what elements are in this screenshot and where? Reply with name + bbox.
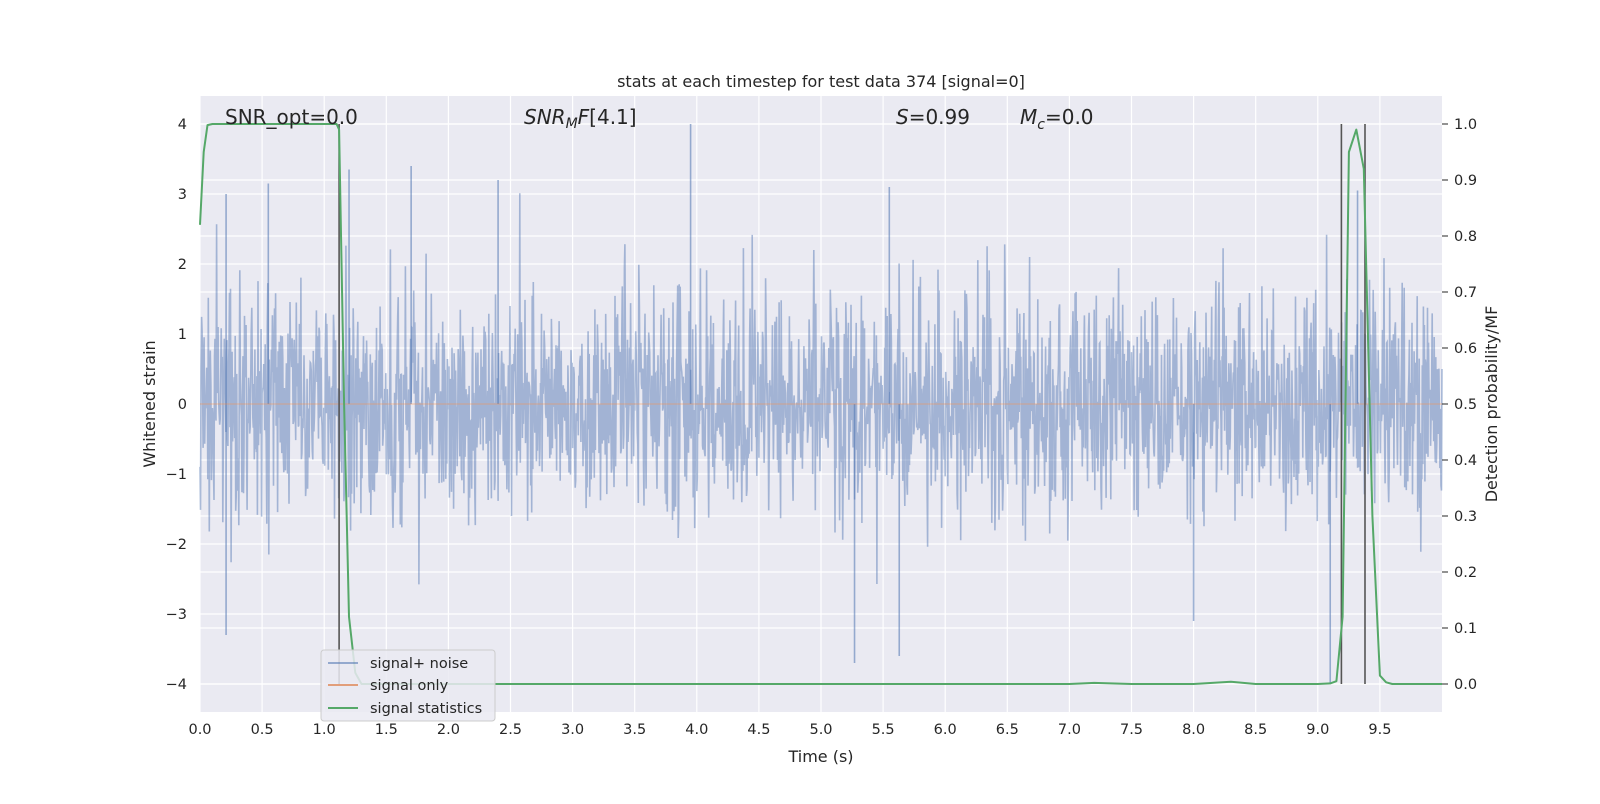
y2-tick-label: 0.5 — [1454, 397, 1477, 413]
annotation-snr-mf: SNRMF[4.1] — [524, 105, 637, 132]
x-tick-label: 6.5 — [996, 722, 1019, 738]
x-tick-label: 5.5 — [872, 722, 895, 738]
annotation-snr-mf-value: [4.1] — [589, 105, 636, 129]
y2-tick-label: 0.7 — [1454, 285, 1477, 301]
y-tick-label: 4 — [178, 117, 187, 133]
legend-label-signal-only: signal only — [370, 678, 449, 694]
y2-tick-label: 0.0 — [1454, 677, 1477, 693]
y2-tick-label: 0.1 — [1454, 621, 1477, 637]
y-tick-label: −2 — [166, 537, 187, 553]
x-tick-label: 2.5 — [499, 722, 522, 738]
legend: signal+ noise signal only signal statist… — [320, 649, 496, 722]
y2-axis-label: Detection probability/MF — [1482, 306, 1501, 503]
x-tick-label: 7.0 — [1058, 722, 1081, 738]
annotation-mc: Mc=0.0 — [1020, 105, 1094, 133]
x-tick-label: 8.5 — [1244, 722, 1267, 738]
y-tick-label: 3 — [178, 187, 187, 203]
x-tick-label: 0.0 — [188, 722, 211, 738]
svg-text:S=0.99: S=0.99 — [896, 105, 970, 129]
y2-tick-label: 0.9 — [1454, 173, 1477, 189]
statistics-series — [199, 123, 1442, 685]
x-axis-label: Time (s) — [787, 747, 853, 766]
x-tick-label: 3.5 — [623, 722, 646, 738]
y2-tick-label: 1.0 — [1454, 117, 1477, 133]
y-tick-label: −1 — [166, 467, 187, 483]
x-tick-label: 4.0 — [685, 722, 708, 738]
legend-label-signal-statistics: signal statistics — [370, 701, 482, 717]
y2-tick-label: 0.3 — [1454, 509, 1477, 525]
annotation-s: S=0.99 — [896, 105, 970, 129]
y2-tick-labels: 1.0 0.9 0.8 0.7 0.6 0.5 0.4 0.3 0.2 0.1 0.0 — [1442, 117, 1477, 693]
x-tick-label: 0.5 — [251, 722, 274, 738]
legend-label-signal-noise: signal+ noise — [370, 656, 468, 672]
annotation-snr-opt: SNR_opt=0.0 — [225, 105, 358, 129]
y-tick-label: 0 — [178, 397, 187, 413]
y-tick-label: 2 — [178, 257, 187, 273]
svg-text:Mc=0.0: Mc=0.0 — [1020, 105, 1094, 133]
y-tick-label: −4 — [166, 677, 187, 693]
x-tick-label: 3.0 — [561, 722, 584, 738]
chart-title: stats at each timestep for test data 374… — [617, 72, 1025, 91]
x-tick-label: 1.0 — [313, 722, 336, 738]
x-tick-label: 9.5 — [1368, 722, 1391, 738]
x-tick-label: 7.5 — [1120, 722, 1143, 738]
signal-noise-trace — [199, 193, 1443, 585]
svg-text:SNRMF[4.1]: SNRMF[4.1] — [524, 105, 637, 132]
noise-series — [199, 124, 1443, 684]
y2-tick-label: 0.6 — [1454, 341, 1477, 357]
y-axis-label: Whitened strain — [140, 340, 159, 467]
annotation-mc-value: =0.0 — [1045, 105, 1094, 129]
signal-statistics-line — [199, 123, 1442, 685]
y-tick-label: 1 — [178, 327, 187, 343]
y2-tick-label: 0.4 — [1454, 453, 1477, 469]
legend-box — [320, 649, 496, 722]
y-tick-labels: 4 3 2 1 0 −1 −2 −3 −4 — [166, 117, 187, 693]
annotation-s-value: =0.99 — [909, 105, 970, 129]
y2-tick-label: 0.2 — [1454, 565, 1477, 581]
x-tick-label: 8.0 — [1182, 722, 1205, 738]
x-tick-label: 5.0 — [809, 722, 832, 738]
x-tick-labels: 0.0 0.5 1.0 1.5 2.0 2.5 3.0 3.5 4.0 4.5 5.0 5.5 6.0 6… — [188, 722, 1391, 738]
y-tick-label: −3 — [166, 607, 187, 623]
x-tick-label: 9.0 — [1306, 722, 1329, 738]
x-tick-label: 1.5 — [375, 722, 398, 738]
x-tick-label: 6.0 — [934, 722, 957, 738]
y2-tick-label: 0.8 — [1454, 229, 1477, 245]
x-tick-label: 4.5 — [747, 722, 770, 738]
x-tick-label: 2.0 — [437, 722, 460, 738]
